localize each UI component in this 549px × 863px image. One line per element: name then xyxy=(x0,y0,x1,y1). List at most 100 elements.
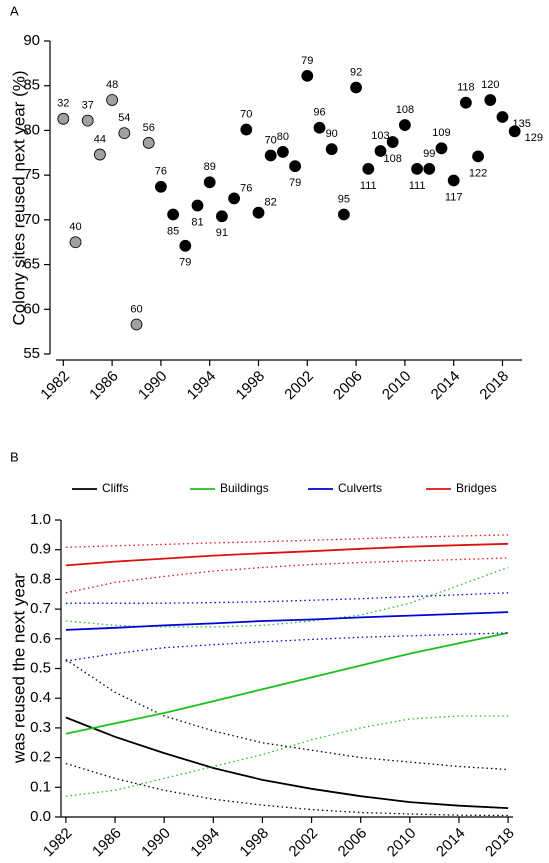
y-tick-label: 0.0 xyxy=(30,808,51,825)
y-tick-label: 65 xyxy=(23,256,40,273)
y-tick-label: 60 xyxy=(23,300,40,317)
x-tick-label: 2014 xyxy=(433,825,469,861)
sample-size-label: 48 xyxy=(106,79,118,91)
point xyxy=(459,96,472,109)
confidence-line xyxy=(65,592,509,604)
point xyxy=(252,206,265,219)
panel-label: A xyxy=(10,3,19,18)
point xyxy=(203,176,216,189)
point xyxy=(350,81,362,94)
y-axis-label: Colony sites reused next year (%) xyxy=(9,70,28,325)
legend-label: Buildings xyxy=(220,481,269,495)
y-axis-label: was reused the next year xyxy=(9,573,28,764)
point xyxy=(81,114,94,127)
sample-size-label: 70 xyxy=(240,108,252,120)
x-tick-label: 1990 xyxy=(135,368,171,404)
x-tick-label: 2006 xyxy=(330,368,366,404)
point xyxy=(374,145,387,157)
point xyxy=(94,148,106,161)
y-tick-label: 0.6 xyxy=(30,630,51,647)
sample-size-label: 103 xyxy=(371,130,389,142)
point xyxy=(337,208,350,221)
sample-size-label: 118 xyxy=(457,82,475,94)
x-tick-label: 1998 xyxy=(236,825,272,861)
y-tick-label: 0.9 xyxy=(30,541,51,558)
y-tick-label: 0.5 xyxy=(30,659,51,676)
point xyxy=(472,150,484,163)
trend-line xyxy=(65,611,509,631)
point xyxy=(240,123,253,136)
point xyxy=(106,94,119,106)
x-tick-label: 2018 xyxy=(476,368,512,404)
x-tick-label: 1986 xyxy=(86,368,122,404)
sample-size-label: 60 xyxy=(130,303,142,315)
sample-size-label: 80 xyxy=(277,131,289,143)
confidence-line xyxy=(65,762,509,817)
sample-size-label: 120 xyxy=(481,79,499,91)
sample-size-label: 76 xyxy=(240,182,252,194)
point xyxy=(484,94,497,106)
point xyxy=(435,142,448,155)
sample-size-label: 111 xyxy=(409,180,426,192)
confidence-line xyxy=(65,566,509,628)
point xyxy=(264,149,277,162)
sample-size-label: 79 xyxy=(179,257,191,269)
y-tick-label: 75 xyxy=(23,166,40,183)
sample-size-label: 89 xyxy=(204,161,216,173)
sample-size-label: 95 xyxy=(338,193,350,205)
point xyxy=(167,208,180,221)
sample-size-label: 99 xyxy=(423,148,435,160)
point xyxy=(447,174,460,187)
trend-line xyxy=(65,542,509,567)
point xyxy=(155,180,167,193)
sample-size-label: 108 xyxy=(384,153,402,165)
y-tick-label: 0.7 xyxy=(30,600,51,617)
sample-size-label: 129 xyxy=(525,132,543,144)
sample-size-label: 70 xyxy=(265,134,277,146)
confidence-line xyxy=(65,632,509,662)
panel-label: B xyxy=(10,449,19,464)
x-tick-label: 1994 xyxy=(184,368,220,404)
x-tick-label: 2018 xyxy=(482,825,518,861)
sample-size-label: 96 xyxy=(313,107,325,119)
x-tick-label: 1982 xyxy=(37,368,73,404)
point xyxy=(362,162,375,175)
sample-size-label: 92 xyxy=(350,66,362,78)
x-tick-label: 1998 xyxy=(233,368,269,404)
sample-size-label: 37 xyxy=(82,99,94,111)
point xyxy=(118,127,131,140)
sample-size-label: 56 xyxy=(143,122,155,134)
point xyxy=(411,162,423,175)
x-tick-label: 2010 xyxy=(379,368,415,404)
sample-size-label: 32 xyxy=(57,98,69,110)
y-tick-label: 55 xyxy=(23,345,40,362)
y-tick-label: 70 xyxy=(23,211,40,228)
confidence-line xyxy=(65,659,509,771)
sample-size-label: 82 xyxy=(265,197,277,209)
point xyxy=(496,111,509,123)
point xyxy=(228,192,241,205)
point xyxy=(69,236,82,249)
sample-size-label: 85 xyxy=(167,225,179,237)
point xyxy=(423,162,436,175)
point xyxy=(179,239,192,252)
x-tick-label: 1990 xyxy=(138,825,174,861)
point xyxy=(301,69,314,82)
x-tick-label: 1982 xyxy=(40,825,76,861)
confidence-line xyxy=(65,534,509,548)
x-tick-label: 2014 xyxy=(428,368,464,404)
point xyxy=(386,136,399,148)
legend-label: Culverts xyxy=(338,481,382,495)
y-tick-label: 1.0 xyxy=(30,511,51,528)
confidence-line xyxy=(65,557,509,594)
point xyxy=(57,112,70,125)
y-tick-label: 80 xyxy=(23,121,40,138)
point xyxy=(130,318,143,331)
sample-size-label: 79 xyxy=(301,55,313,67)
y-tick-label: 0.4 xyxy=(30,689,51,706)
sample-size-label: 117 xyxy=(445,191,463,203)
sample-size-label: 91 xyxy=(216,227,228,239)
y-tick-label: 0.3 xyxy=(30,719,51,736)
point xyxy=(508,125,521,138)
x-tick-label: 2010 xyxy=(384,825,420,861)
